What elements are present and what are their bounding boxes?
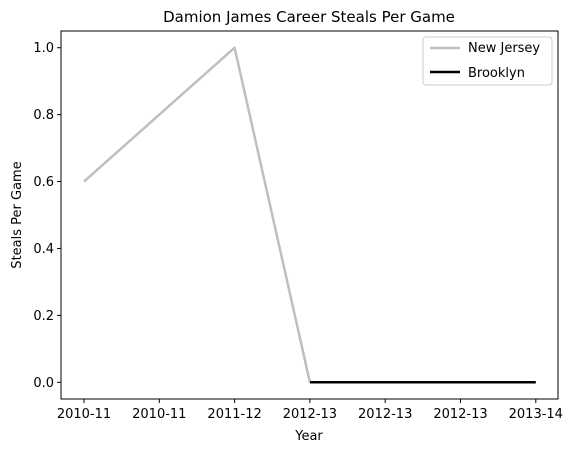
x-axis-label: Year — [294, 429, 323, 444]
x-tick-label: 2010-11 — [132, 407, 186, 422]
y-tick-label: 0.4 — [33, 242, 54, 257]
x-axis-ticks: 2010-11 2010-11 2011-12 2012-13 2012-13 2012-… — [57, 399, 563, 422]
plot-area — [60, 30, 559, 400]
series-line-new-jersey — [83, 46, 312, 383]
y-axis-label: Steals Per Game — [10, 161, 25, 268]
y-tick-label: 0.0 — [33, 376, 54, 391]
y-tick-label: 0.8 — [33, 108, 54, 123]
x-tick-label: 2012-13 — [433, 407, 487, 422]
y-tick-label: 0.6 — [33, 175, 54, 190]
series-lines — [83, 46, 536, 384]
chart-title: Damion James Career Steals Per Game — [163, 8, 455, 26]
x-tick-label: 2010-11 — [57, 407, 111, 422]
y-tick-label: 1.0 — [33, 41, 54, 56]
y-tick-label: 0.2 — [33, 309, 54, 324]
legend-label-new-jersey: New Jersey — [468, 41, 540, 56]
x-tick-label: 2012-13 — [283, 407, 337, 422]
x-tick-label: 2011-12 — [207, 407, 261, 422]
y-axis-ticks: 0.0 0.2 0.4 0.6 0.8 1.0 — [33, 41, 61, 391]
legend: New Jersey Brooklyn — [422, 36, 553, 86]
legend-label-brooklyn: Brooklyn — [468, 66, 525, 81]
x-tick-label: 2013-14 — [509, 407, 563, 422]
x-tick-label: 2012-13 — [358, 407, 412, 422]
